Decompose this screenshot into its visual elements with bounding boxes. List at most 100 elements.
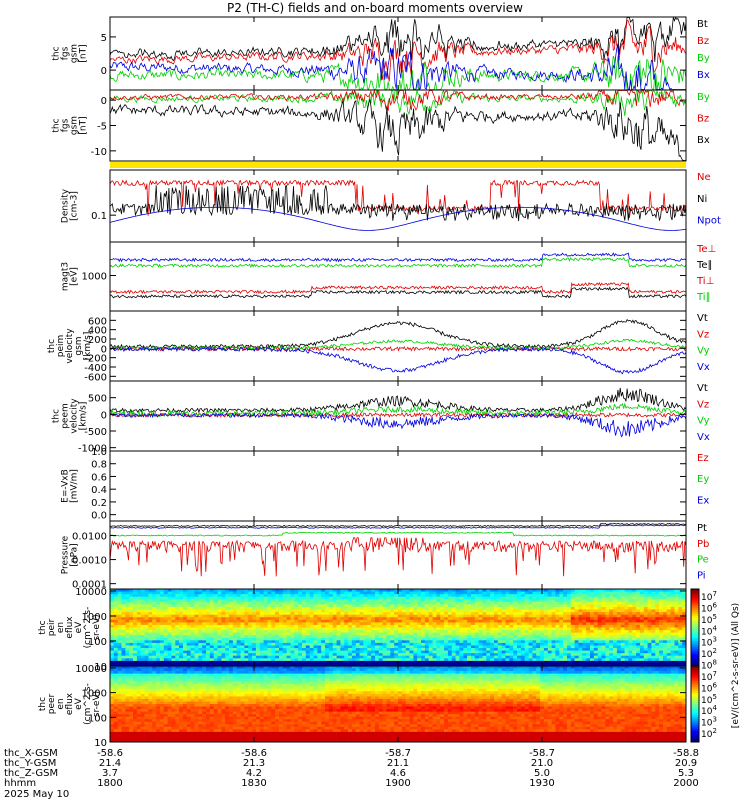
spectrogram-cell — [117, 601, 122, 605]
spectrogram-cell — [255, 627, 261, 631]
spectrogram-cell — [363, 624, 368, 628]
spectrogram-cell — [305, 635, 310, 639]
spectrogram-cell — [129, 698, 134, 702]
spectrogram-cell — [401, 619, 406, 623]
spectrogram-cell — [597, 635, 602, 639]
spectrogram-cell — [543, 642, 549, 646]
spectrogram-cell — [505, 655, 510, 659]
spectrogram-cell — [267, 594, 272, 598]
spectrogram-cell — [290, 594, 295, 598]
spectrogram-cell — [394, 640, 399, 644]
spectrogram-cell — [294, 619, 299, 623]
spectrogram-cell — [302, 632, 307, 636]
spectrogram-cell — [309, 627, 314, 631]
spectrogram-cell — [129, 645, 134, 649]
spectrogram-cell — [133, 650, 138, 654]
spectrogram-cell — [159, 686, 165, 690]
spectrogram-cell — [620, 589, 625, 592]
spectrogram-cell — [659, 637, 664, 641]
spectrogram-cell — [328, 650, 334, 654]
spectrogram-cell — [152, 676, 157, 679]
spectrogram-cell — [398, 589, 403, 592]
spectrogram-cell — [229, 617, 234, 621]
spectrogram-cell — [609, 596, 614, 600]
spectrogram-cell — [133, 624, 138, 628]
spectrogram-cell — [398, 660, 403, 664]
spectrogram-cell — [398, 653, 403, 657]
spectrogram-cell — [424, 658, 430, 662]
spectrogram-cell — [363, 601, 368, 605]
spectrogram-cell — [133, 619, 138, 623]
spectrogram-cell — [286, 653, 291, 657]
spectrogram-cell — [275, 604, 280, 608]
spectrogram-cell — [271, 596, 276, 600]
spectrogram-cell — [543, 627, 549, 631]
spectrogram-cell — [171, 663, 176, 667]
spectrogram-cell — [163, 683, 168, 687]
spectrogram-cell — [647, 591, 652, 595]
spectrogram-cell — [570, 619, 575, 623]
spectrogram-cell — [628, 599, 633, 603]
spectrogram-cell — [674, 653, 679, 657]
spectrogram-cell — [421, 635, 426, 639]
spectrogram-cell — [520, 640, 526, 644]
spectrogram-cell — [133, 686, 138, 690]
spectrogram-cell — [221, 650, 226, 654]
spectrogram-cell — [282, 614, 287, 618]
spectrogram-cell — [286, 614, 291, 618]
spectrogram-cell — [332, 627, 337, 631]
spectrogram-cell — [332, 650, 337, 654]
spectrogram-cell — [236, 619, 241, 623]
spectrogram-cell — [136, 650, 142, 654]
spectrogram-cell — [302, 637, 307, 641]
spectrogram-cell — [129, 614, 134, 618]
spectrogram-cell — [628, 648, 633, 651]
spectrogram-cell — [171, 622, 176, 626]
spectrogram-cell — [171, 630, 176, 634]
spectrogram-cell — [156, 660, 161, 664]
spectrogram-cell — [520, 655, 526, 659]
spectrogram-cell — [413, 630, 418, 634]
spectrogram-cell — [136, 627, 142, 631]
spectrogram-cell — [225, 619, 230, 623]
spectrogram-cell — [244, 648, 249, 651]
spectrogram-cell — [563, 604, 568, 608]
spectrogram-cell — [563, 599, 568, 603]
spectrogram-cell — [459, 642, 464, 646]
spectrogram-cell — [505, 599, 510, 603]
spectrogram-cell — [505, 658, 510, 662]
spectrogram-cell — [129, 739, 134, 743]
spectrogram-cell — [136, 714, 142, 717]
spectrogram-cell — [628, 607, 633, 610]
spectrogram-cell — [574, 601, 579, 605]
spectrogram-cell — [156, 676, 161, 679]
spectrogram-cell — [413, 604, 418, 608]
spectrogram-cell — [344, 653, 349, 657]
spectrogram-cell — [459, 617, 464, 621]
spectrogram-cell — [175, 640, 180, 644]
spectrogram-cell — [666, 594, 671, 598]
spectrogram-cell — [202, 637, 207, 641]
spectrogram-cell — [447, 624, 453, 628]
spectrogram-cell — [279, 635, 284, 639]
spectrogram-cell — [620, 655, 625, 659]
spectrogram-cell — [163, 630, 168, 634]
spectrogram-cell — [401, 627, 406, 631]
spectrogram-cell — [163, 678, 168, 682]
spectrogram-cell — [440, 630, 445, 634]
spectrogram-cell — [555, 622, 560, 626]
spectrogram-cell — [367, 604, 372, 608]
spectrogram-cell — [113, 729, 118, 733]
spectrogram-cell — [202, 617, 207, 621]
spectrogram-cell — [206, 599, 211, 603]
spectrogram-cell — [248, 655, 253, 659]
spectrogram-cell — [328, 596, 334, 600]
spectrogram-cell — [136, 688, 142, 692]
spectrogram-cell — [482, 589, 487, 592]
spectrogram-cell — [325, 645, 330, 649]
spectrogram-cell — [140, 683, 145, 687]
spectrogram-cell — [682, 650, 687, 654]
spectrogram-cell — [340, 624, 345, 628]
spectrogram-cell — [309, 655, 314, 659]
spectrogram-cell — [501, 660, 506, 664]
